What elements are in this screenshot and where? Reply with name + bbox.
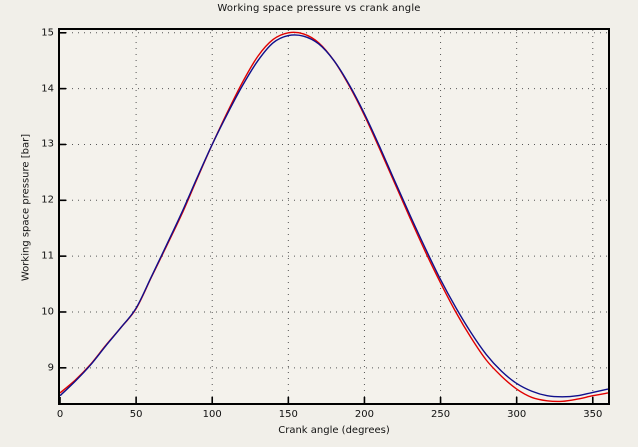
chart-title: Working space pressure vs crank angle <box>217 3 421 14</box>
data-curves <box>60 31 608 403</box>
plot-area <box>58 28 610 405</box>
chart-plot-svg <box>60 30 608 403</box>
curve-blue-curve <box>60 34 608 398</box>
x-tick-label: 200 <box>354 409 374 420</box>
x-tick-label: 350 <box>583 409 603 420</box>
y-tick-label: 11 <box>41 250 54 262</box>
y-tick-label: 15 <box>41 27 54 39</box>
x-tick-label: 300 <box>507 409 527 420</box>
x-tick-label: 0 <box>56 409 64 420</box>
x-tick-label: 50 <box>129 409 143 420</box>
x-tick-label: 100 <box>202 409 222 420</box>
y-tick-label: 10 <box>41 306 54 318</box>
y-tick-label: 12 <box>41 194 54 206</box>
y-tick-label: 9 <box>47 362 54 374</box>
y-axis-tick-labels: 9 10 11 12 13 14 15 <box>28 0 54 447</box>
x-tick-label: 150 <box>278 409 298 420</box>
y-tick-label: 14 <box>41 83 54 95</box>
y-tick-label: 13 <box>41 138 54 150</box>
x-tick-label: 250 <box>431 409 451 420</box>
gridlines <box>60 30 608 403</box>
x-axis-label: Crank angle (degrees) <box>278 425 390 436</box>
